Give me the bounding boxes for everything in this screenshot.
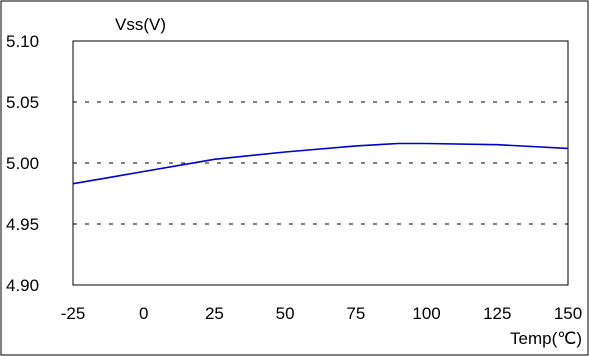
x-tick-label: 50 xyxy=(276,304,295,323)
x-tick-label: 100 xyxy=(412,304,440,323)
plot-area xyxy=(72,40,569,286)
y-tick-label: 5.05 xyxy=(6,93,39,112)
x-tick-label: 150 xyxy=(554,304,582,323)
series-group xyxy=(72,142,569,185)
y-tick-labels: 5.10 5.05 5.00 4.95 4.90 xyxy=(6,32,39,295)
y-tick-label: 5.10 xyxy=(6,32,39,51)
x-tick-label: 25 xyxy=(205,304,224,323)
y-axis-title: Vss(V) xyxy=(115,15,166,34)
x-tick-labels: -25 0 25 50 75 100 125 150 xyxy=(61,304,582,323)
series-line xyxy=(72,142,569,185)
y-tick-label: 5.00 xyxy=(6,154,39,173)
x-tick-label: 75 xyxy=(346,304,365,323)
y-tick-label: 4.90 xyxy=(6,276,39,295)
x-axis-title: Temp(℃) xyxy=(510,329,582,348)
x-tick-label: 0 xyxy=(139,304,148,323)
x-tick-label: -25 xyxy=(61,304,86,323)
x-tick-label: 125 xyxy=(483,304,511,323)
y-tick-label: 4.95 xyxy=(6,215,39,234)
